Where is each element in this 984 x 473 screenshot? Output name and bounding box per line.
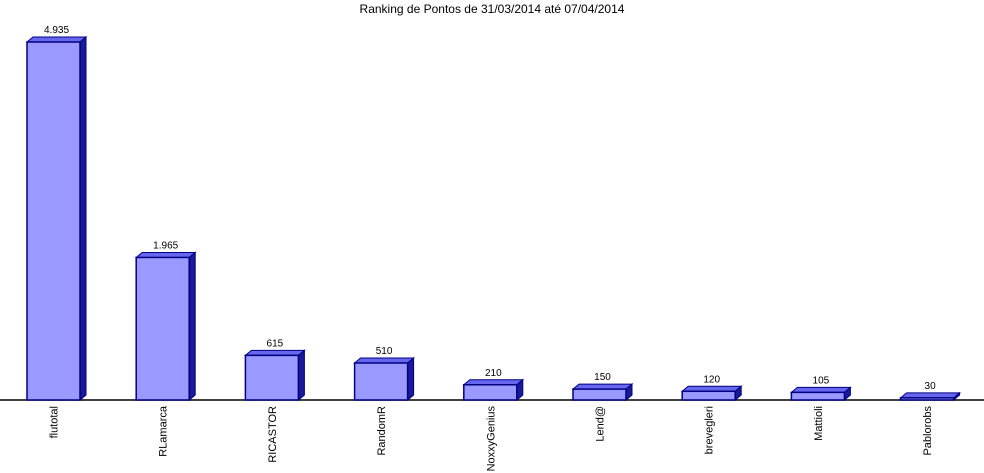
value-label: 1.965 (153, 240, 178, 251)
bar-side (188, 251, 196, 402)
x-tick-label: RandomR (376, 406, 388, 456)
value-label: 150 (594, 372, 611, 383)
x-tick-label: Lend@ (595, 406, 607, 442)
bar-top (571, 383, 634, 390)
value-label: 4.935 (44, 25, 69, 36)
x-tick-label: RICASTOR (267, 406, 279, 463)
bar (26, 41, 81, 401)
x-tick-label: Pablorobs (922, 406, 934, 456)
x-tick-label: NoxxyGenius (485, 406, 497, 472)
bar-top (462, 379, 525, 386)
bar-side (79, 35, 87, 402)
bar (244, 354, 300, 401)
bar (135, 256, 190, 401)
bar (790, 391, 846, 401)
x-tick-label: flutotal (49, 406, 61, 438)
value-label: 510 (376, 346, 393, 357)
bar (681, 390, 736, 401)
value-label: 30 (925, 381, 937, 392)
value-label: 120 (703, 374, 720, 385)
value-label: 210 (485, 368, 502, 379)
bar-side (407, 356, 415, 402)
value-label: 105 (813, 375, 830, 386)
x-tick-label: Mattioli (813, 406, 825, 441)
bar-side (297, 349, 305, 402)
bar (572, 388, 627, 401)
value-label: 615 (267, 338, 284, 349)
bar (353, 362, 409, 401)
bar (463, 384, 518, 401)
x-tick-label: RLamarca (158, 405, 170, 457)
x-tick-label: brevegleri (704, 406, 716, 454)
chart-title: Ranking de Pontos de 31/03/2014 até 07/0… (360, 2, 625, 16)
bar (899, 397, 955, 401)
